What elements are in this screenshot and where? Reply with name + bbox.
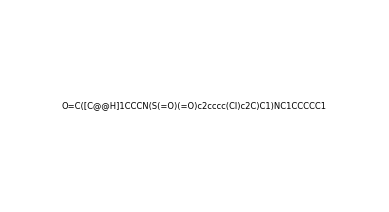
Text: O=C([C@@H]1CCCN(S(=O)(=O)c2cccc(Cl)c2C)C1)NC1CCCCC1: O=C([C@@H]1CCCN(S(=O)(=O)c2cccc(Cl)c2C)C… [62,102,327,110]
